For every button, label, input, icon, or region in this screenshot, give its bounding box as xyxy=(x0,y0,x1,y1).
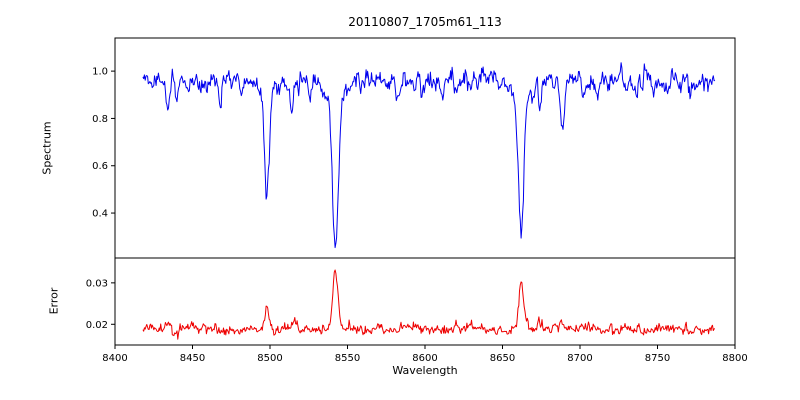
spectrum-line xyxy=(142,62,716,249)
x-tick-label: 8750 xyxy=(645,353,670,364)
error-panel-frame xyxy=(114,257,736,346)
error-y-tick-label: 0.03 xyxy=(86,278,108,289)
spectrum-y-tick-label: 1.0 xyxy=(92,67,108,78)
chart-title: 20110807_1705m61_113 xyxy=(348,15,502,29)
spectrum-panel-frame xyxy=(114,37,736,259)
error-y-tick-label: 0.02 xyxy=(86,320,108,331)
x-axis-label: Wavelength xyxy=(392,364,458,377)
x-tick-label: 8550 xyxy=(335,353,360,364)
spectrum-y-tick-label: 0.8 xyxy=(92,114,108,125)
x-tick-label: 8600 xyxy=(412,353,437,364)
x-tick-label: 8500 xyxy=(257,353,282,364)
x-tick-label: 8800 xyxy=(722,353,747,364)
x-tick-label: 8450 xyxy=(180,353,205,364)
spectrum-y-tick-label: 0.4 xyxy=(92,209,108,220)
x-tick-label: 8400 xyxy=(102,353,127,364)
x-tick-label: 8700 xyxy=(567,353,592,364)
error-line xyxy=(142,269,715,340)
x-tick-label: 8650 xyxy=(490,353,515,364)
spectrum-y-tick-label: 0.6 xyxy=(92,161,108,172)
